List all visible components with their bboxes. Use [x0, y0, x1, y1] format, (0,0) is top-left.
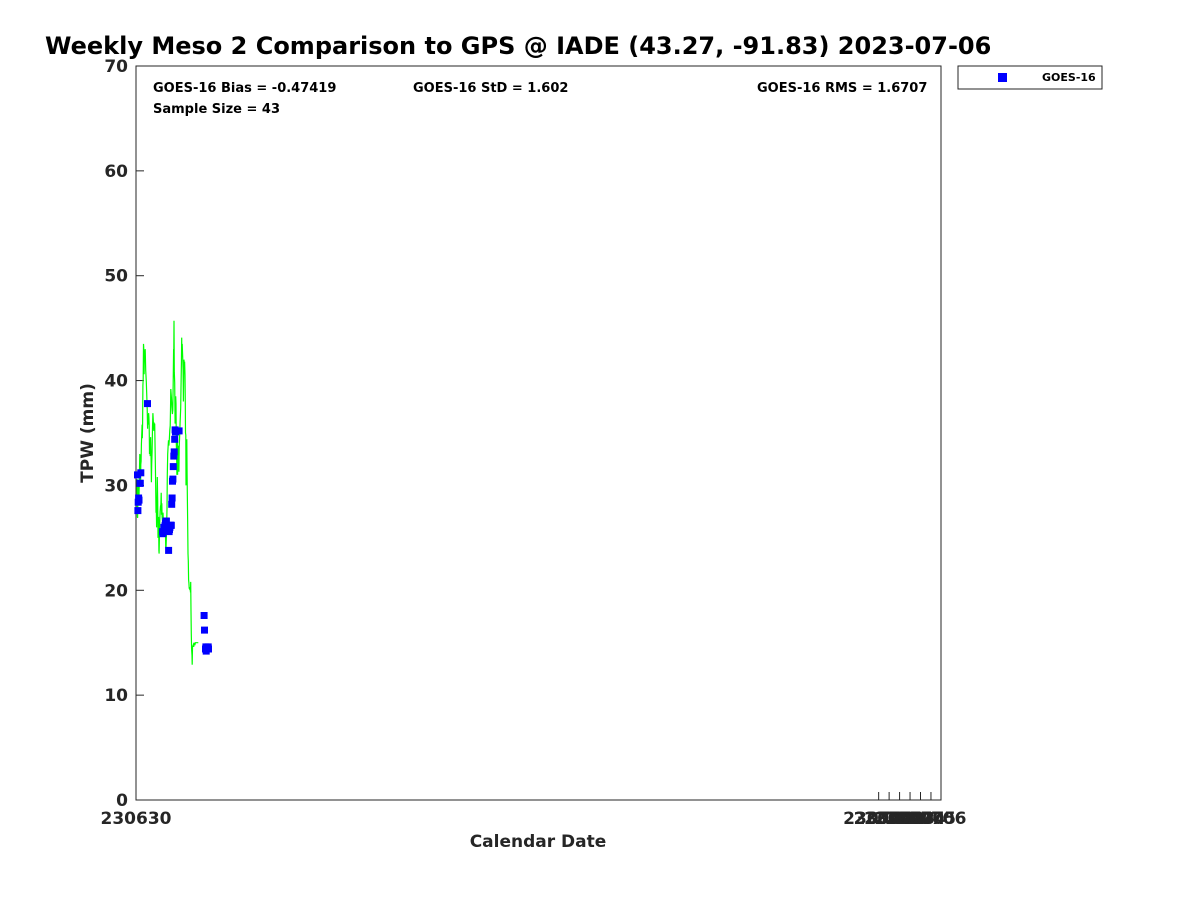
goes-16-point — [171, 435, 179, 443]
goes-16-series — [134, 400, 212, 655]
x-tick-label: 230705 — [885, 809, 956, 829]
y-tick-label: 0 — [116, 791, 128, 811]
x-axis-ticks: 230630 2307012307022307032307042307052307… — [101, 792, 966, 829]
chart-title: Weekly Meso 2 Comparison to GPS @ IADE (… — [45, 32, 991, 60]
x-tick-label: 230706 — [895, 809, 966, 829]
goes-16-point — [205, 645, 212, 653]
x-tick-label: 230703 — [864, 809, 935, 829]
y-tick-label: 60 — [104, 162, 128, 182]
legend-marker — [998, 73, 1007, 82]
goes-16-point — [201, 626, 208, 634]
y-tick-label: 20 — [104, 581, 128, 601]
goes-16-point — [137, 469, 145, 477]
goes-16-point — [172, 428, 179, 436]
x-tick-label: 230704 — [875, 809, 946, 829]
bias-stat: GOES-16 Bias = -0.47419 — [153, 81, 336, 96]
goes-16-point — [135, 496, 143, 504]
y-tick-label: 40 — [104, 372, 128, 392]
rms-stat: GOES-16 RMS = 1.6707 — [757, 81, 927, 96]
y-tick-label: 70 — [104, 57, 128, 77]
y-axis-ticks: 0 10 20 30 40 50 60 70 — [104, 57, 144, 811]
sample-size-stat: Sample Size = 43 — [153, 102, 280, 117]
goes-16-point — [134, 507, 142, 515]
x-tick-label: 230701 — [843, 809, 914, 829]
goes-16-point — [200, 612, 208, 619]
plot-area — [135, 65, 942, 801]
y-tick-label: 50 — [104, 267, 128, 287]
goes-16-point — [144, 400, 151, 408]
goes-16-point — [159, 530, 167, 538]
stats-panel: GOES-16 Bias = -0.47419 GOES-16 StD = 1.… — [153, 81, 927, 117]
y-axis-label: TPW (mm) — [78, 383, 98, 483]
goes-16-point — [170, 448, 178, 456]
y-tick-label: 10 — [104, 686, 128, 706]
goes-16-point — [168, 494, 176, 502]
x-tick-label: 230630 — [101, 809, 172, 829]
x-tick-label: 230702 — [854, 809, 925, 829]
goes-16-point — [169, 463, 177, 471]
legend-label-goes-16: GOES-16 — [1042, 71, 1096, 84]
goes-16-point — [136, 479, 144, 487]
std-stat: GOES-16 StD = 1.602 — [413, 81, 568, 96]
goes-16-point — [167, 521, 175, 529]
legend: GOES-16 — [957, 65, 1103, 90]
y-tick-label: 30 — [104, 476, 128, 496]
goes-16-point — [165, 546, 173, 554]
goes-16-point — [168, 500, 176, 508]
legend-box — [957, 65, 1103, 90]
goes-16-point — [175, 427, 183, 435]
goes-16-point — [170, 452, 178, 460]
goes-16-point — [162, 517, 170, 525]
goes-16-point — [169, 475, 177, 483]
x-axis-label: Calendar Date — [470, 832, 607, 852]
